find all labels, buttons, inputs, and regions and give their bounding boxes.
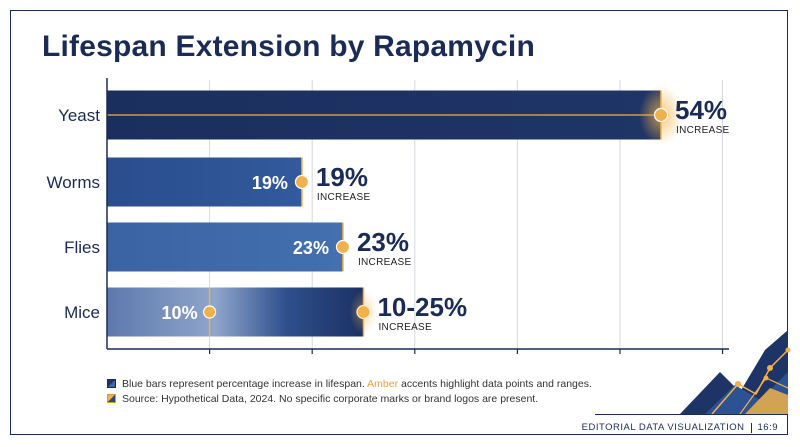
legend-row-source: Source: Hypothetical Data, 2024. No spec… xyxy=(107,391,592,406)
footer: EDITORIAL DATA VISUALIZATION 16:9 xyxy=(582,422,778,433)
legend-text-1-prefix: Blue bars represent percentage increase … xyxy=(122,377,365,390)
category-label: Worms xyxy=(46,173,100,192)
bar-value-label: 19% xyxy=(316,162,368,192)
range-start-dot xyxy=(202,305,217,319)
bar-value-label: 54% xyxy=(675,95,727,125)
bar-sub-label: INCREASE xyxy=(378,322,432,333)
footer-rule xyxy=(595,414,788,415)
aspect-ratio-label: 16:9 xyxy=(757,422,778,433)
bar-sub-label: INCREASE xyxy=(317,192,371,203)
category-label: Yeast xyxy=(58,106,100,125)
corner-decoration xyxy=(680,330,791,415)
bar-flies xyxy=(107,222,343,272)
source-note: Source: Hypothetical Data, 2024. No spec… xyxy=(122,392,539,405)
bar-inner-label: 23% xyxy=(293,238,329,258)
footer-separator xyxy=(750,422,752,433)
footer-label: EDITORIAL DATA VISUALIZATION xyxy=(581,422,745,433)
bar-sub-label: INCREASE xyxy=(676,125,730,136)
legend: Blue bars represent percentage increase … xyxy=(107,376,592,406)
bar-value-label: 10-25% xyxy=(377,292,467,322)
legend-row-blue: Blue bars represent percentage increase … xyxy=(107,376,592,391)
bar-inner-label: 10% xyxy=(162,303,198,323)
legend-text-1: Blue bars represent percentage increase … xyxy=(122,378,592,390)
bar-worms xyxy=(107,157,302,207)
bar-inner-label: 19% xyxy=(252,173,288,193)
highlight-glow xyxy=(349,290,378,334)
bar-end-dot xyxy=(653,107,669,123)
bar-value-label: 23% xyxy=(357,227,409,257)
chart-title: Lifespan Extension by Rapamycin xyxy=(42,30,535,63)
legend-swatch-blue xyxy=(107,379,116,388)
category-label: Mice xyxy=(64,303,100,322)
legend-swatch-amber xyxy=(107,394,116,403)
bar-mice xyxy=(107,287,364,337)
bar-end-dot xyxy=(294,174,310,190)
legend-amber-word: Amber xyxy=(367,377,399,390)
legend-text-1-suffix: accents highlight data points and ranges… xyxy=(401,377,592,390)
bar-sub-label: INCREASE xyxy=(358,257,412,268)
bar-end-dot xyxy=(335,239,351,255)
category-label: Flies xyxy=(64,238,100,257)
